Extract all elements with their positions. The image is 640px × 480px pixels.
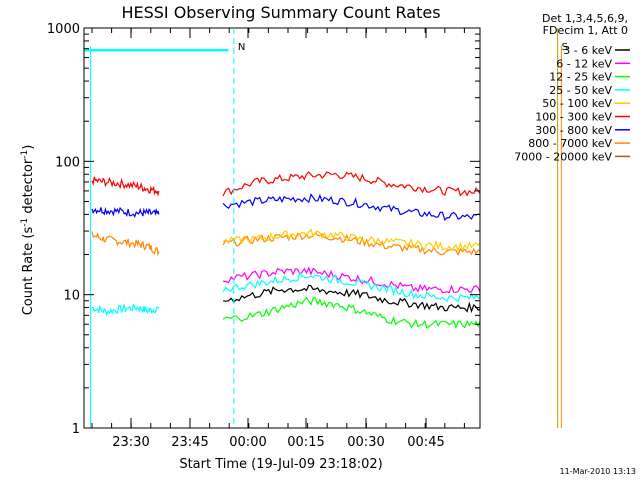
y-tick-label: 1 (72, 422, 80, 437)
pre-gap-series-100-300-kev-line (91, 176, 160, 197)
series-12-25-kev-line (222, 296, 480, 330)
legend-label: 800 - 7000 keV (528, 137, 612, 150)
series-800-7000-kev-line (222, 231, 480, 257)
x-tick-label: 00:00 (229, 435, 266, 450)
legend-header-line: FDecim 1, Att 0 (543, 24, 628, 37)
legend-label: 7000 - 20000 keV (514, 150, 612, 163)
legend-label: 100 - 300 keV (535, 111, 612, 124)
x-tick-label: 00:45 (407, 435, 444, 450)
y-tick-label: 100 (55, 155, 80, 170)
x-tick-label: 23:30 (112, 435, 149, 450)
plot-frame (83, 27, 481, 429)
series-25-50-kev-line (222, 271, 480, 303)
legend-label: 6 - 12 keV (556, 57, 612, 70)
series-6-12-kev-line (223, 266, 480, 294)
plot-timestamp: 11-Mar-2010 13:13 (560, 467, 637, 476)
x-tick-label: 00:30 (347, 435, 384, 450)
series-50-100-kev-line (222, 228, 480, 253)
legend-label: 25 - 50 keV (549, 84, 612, 97)
y-axis-title: Count Rate (s-1 detector-1) (20, 145, 36, 316)
pre-gap-series-300-800-kev-line (91, 206, 160, 219)
axes: N S 1 10 100 1000 23:30 23:45 00:00 00:15 00:30 00:… (47, 22, 568, 450)
marker-label-n: N (238, 42, 245, 53)
legend-label: 300 - 800 keV (535, 124, 612, 137)
series-100-300-kev-line (222, 171, 480, 197)
chart-title: HESSI Observing Summary Count Rates (121, 3, 440, 22)
x-tick-label: 00:15 (287, 435, 324, 450)
series-300-800-kev-line (222, 193, 480, 222)
pre-gap-series-800-7000-kev-line (91, 231, 160, 257)
series-3-6-kev-line (223, 284, 480, 314)
x-axis-title: Start Time (19-Jul-09 23:18:02) (179, 457, 382, 472)
legend-label: 12 - 25 keV (549, 71, 612, 84)
legend-header-line: Det 1,3,4,5,6,9, (542, 12, 628, 25)
x-tick-label: 23:45 (171, 435, 208, 450)
pre-gap-series-25-50-kev-line (91, 302, 160, 317)
legend: Det 1,3,4,5,6,9,FDecim 1, Att 0 3 - 6 keV… (514, 12, 630, 163)
y-tick-label: 1000 (47, 22, 80, 37)
plot-area (84, 49, 480, 330)
marker-label-s: S (562, 42, 568, 53)
legend-label: 3 - 6 keV (563, 44, 612, 57)
y-tick-label: 10 (63, 289, 80, 304)
legend-label: 50 - 100 keV (542, 97, 612, 110)
